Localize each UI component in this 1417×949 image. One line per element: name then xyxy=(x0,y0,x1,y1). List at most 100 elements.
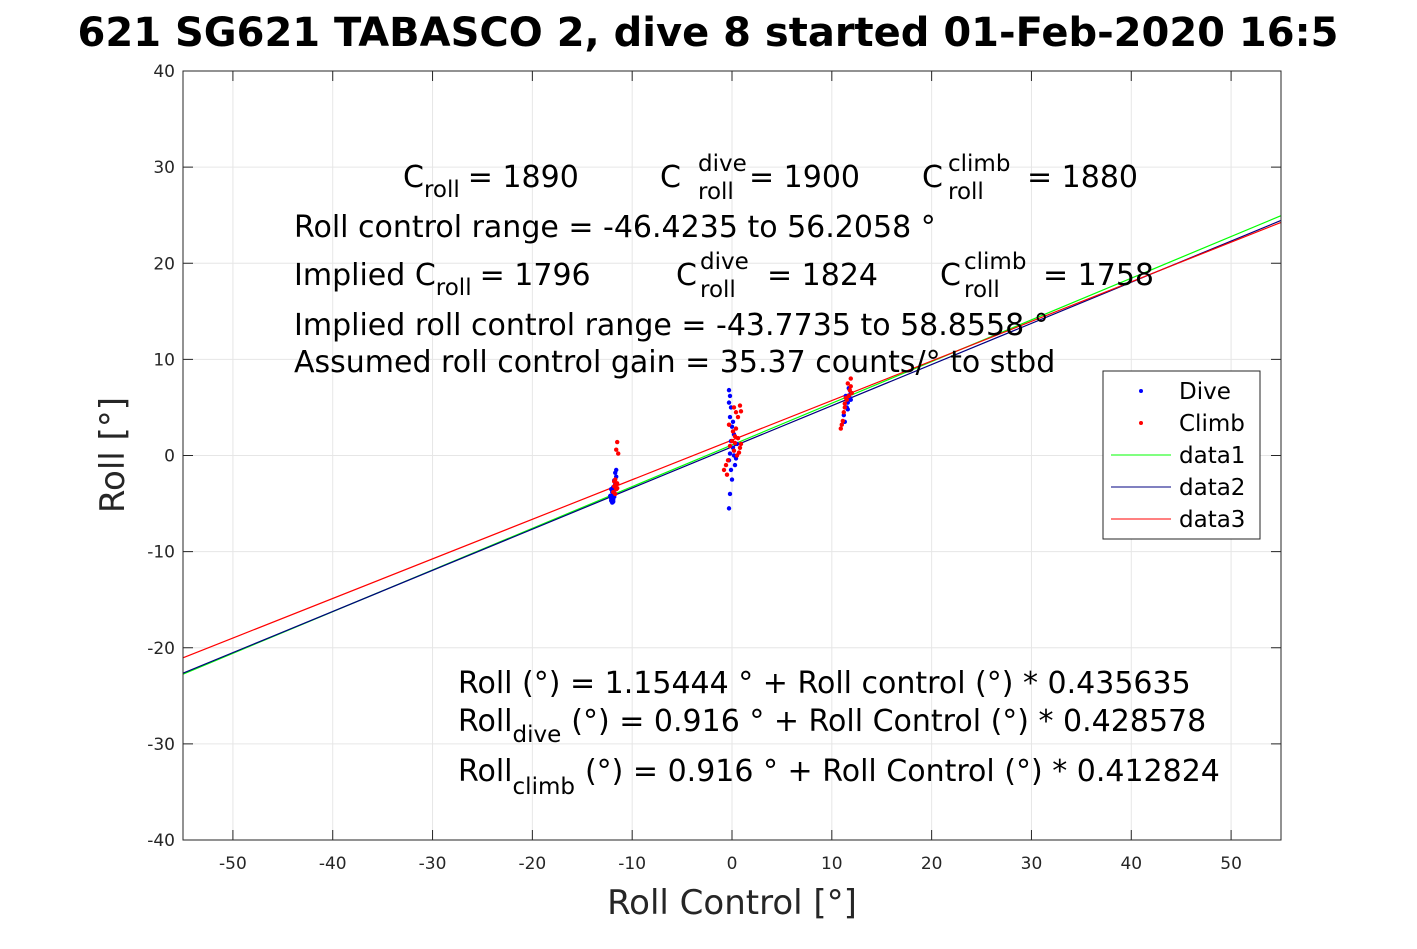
point-climb xyxy=(735,435,741,441)
axis-ticks: -50 -40 -30 -20 -10 0 10 20 30 40 50 -40 -30 -20 -10 0 1… xyxy=(147,62,1281,874)
svg-text:= 1900: = 1900 xyxy=(749,160,860,195)
point-dive xyxy=(848,397,853,402)
point-dive xyxy=(727,414,733,420)
y-tick-label: 0 xyxy=(164,447,175,467)
x-tick-label: -10 xyxy=(618,854,646,874)
point-climb xyxy=(727,443,733,449)
annotation-implied-range: Implied roll control range = -43.7735 to… xyxy=(294,308,1049,343)
annotation-implied-c-roll-dive: C dive roll = 1824 xyxy=(676,249,878,303)
point-climb xyxy=(842,405,847,410)
svg-text:C: C xyxy=(676,258,697,293)
point-climb xyxy=(615,485,620,491)
point-climb xyxy=(725,458,731,463)
point-climb xyxy=(612,479,617,484)
point-climb xyxy=(843,395,848,401)
point-climb xyxy=(731,405,737,410)
point-dive xyxy=(727,491,733,497)
y-tick-label: 20 xyxy=(153,254,175,274)
point-climb xyxy=(841,410,846,415)
x-tick-label: 30 xyxy=(1021,854,1043,874)
y-tick-label: -30 xyxy=(147,735,175,755)
x-tick-label: 10 xyxy=(821,854,843,874)
y-tick-label: -40 xyxy=(147,831,175,851)
annotation-implied-c-roll-climb: C climb roll = 1758 xyxy=(940,249,1154,303)
svg-text:Rollclimb(°) = 0.916 ° + Roll: Rollclimb (°) = 0.916 ° + Roll Control (°… xyxy=(458,754,1220,800)
x-tick-label: -30 xyxy=(419,854,447,874)
point-climb xyxy=(849,390,854,396)
point-climb xyxy=(845,381,850,386)
y-tick-label: -20 xyxy=(147,639,175,659)
svg-text:roll: roll xyxy=(698,179,734,205)
svg-text:climb: climb xyxy=(948,151,1010,177)
point-climb xyxy=(723,462,729,468)
svg-text:C: C xyxy=(660,160,681,195)
point-climb xyxy=(731,448,737,453)
x-tick-label: 20 xyxy=(921,854,943,874)
point-dive xyxy=(730,419,736,425)
point-climb xyxy=(848,384,853,389)
point-dive xyxy=(609,496,614,501)
point-climb xyxy=(736,450,742,455)
point-climb xyxy=(726,422,732,427)
x-tick-label: -40 xyxy=(319,854,347,874)
point-climb xyxy=(838,426,844,431)
annotation-fit-climb: Rollclimb (°) = 0.916 ° + Roll Control (°… xyxy=(458,754,1220,800)
annotation-c-roll-dive: C dive roll = 1900 xyxy=(660,151,860,205)
annotation-implied-c-roll: Implied Croll = 1796 xyxy=(294,258,591,301)
point-climb xyxy=(732,440,738,446)
point-dive xyxy=(726,387,732,393)
legend-marker-dive xyxy=(1139,389,1143,393)
point-climb xyxy=(724,472,730,477)
svg-text:roll: roll xyxy=(964,277,1000,303)
svg-text:dive: dive xyxy=(698,151,747,177)
legend-label-data1: data1 xyxy=(1179,443,1245,469)
point-climb xyxy=(840,418,845,424)
point-dive xyxy=(614,467,619,473)
annotation-fit-all: Roll (°) = 1.15444 ° + Roll control (°) … xyxy=(458,666,1191,701)
legend-label-data2: data2 xyxy=(1179,475,1245,501)
data-points xyxy=(608,376,854,511)
legend: Dive Climb data1 data2 data3 xyxy=(1102,370,1261,540)
point-dive xyxy=(727,451,733,456)
point-climb xyxy=(615,439,620,445)
point-climb xyxy=(737,403,743,408)
legend-label-data3: data3 xyxy=(1179,507,1245,533)
svg-text:dive: dive xyxy=(700,249,749,275)
svg-text:= 1880: = 1880 xyxy=(1027,160,1138,195)
svg-text:climb: climb xyxy=(964,249,1026,275)
annotation-roll-control-range: Roll control range = -46.4235 to 56.2058… xyxy=(294,210,936,245)
point-dive xyxy=(728,467,734,473)
svg-text:C: C xyxy=(922,160,943,195)
point-climb xyxy=(848,376,853,381)
point-climb xyxy=(730,429,736,434)
chart-title: 621 SG621 TABASCO 2, dive 8 started 01-F… xyxy=(78,10,1339,56)
point-climb xyxy=(735,414,741,420)
point-climb xyxy=(839,422,844,427)
point-climb xyxy=(842,401,847,406)
y-tick-label: 10 xyxy=(153,350,175,370)
annotation-c-roll-climb: C climb roll = 1880 xyxy=(922,151,1138,205)
x-tick-label: -50 xyxy=(219,854,247,874)
point-climb xyxy=(721,467,727,473)
annotation-fit-dive: Rolldive (°) = 0.916 ° + Roll Control (°)… xyxy=(458,704,1206,748)
svg-text:roll: roll xyxy=(700,277,736,303)
svg-text:Implied Croll= 1796: Implied Croll = 1796 xyxy=(294,258,591,301)
legend-label-climb: Climb xyxy=(1179,411,1245,437)
y-axis-label: Roll [°] xyxy=(93,397,133,513)
legend-label-dive: Dive xyxy=(1179,379,1231,405)
point-dive xyxy=(726,506,732,511)
annotation-gain: Assumed roll control gain = 35.37 counts… xyxy=(294,345,1055,380)
svg-text:roll: roll xyxy=(948,179,984,205)
point-climb xyxy=(613,491,618,497)
point-climb xyxy=(616,451,621,456)
point-dive xyxy=(726,400,732,405)
point-climb xyxy=(733,410,739,415)
x-axis-label: Roll Control [°] xyxy=(607,883,857,923)
point-dive xyxy=(727,393,733,399)
point-climb xyxy=(733,426,739,431)
x-tick-label: -20 xyxy=(518,854,546,874)
legend-marker-climb xyxy=(1139,421,1143,425)
point-climb xyxy=(738,409,744,414)
svg-text:= 1758: = 1758 xyxy=(1043,258,1154,293)
